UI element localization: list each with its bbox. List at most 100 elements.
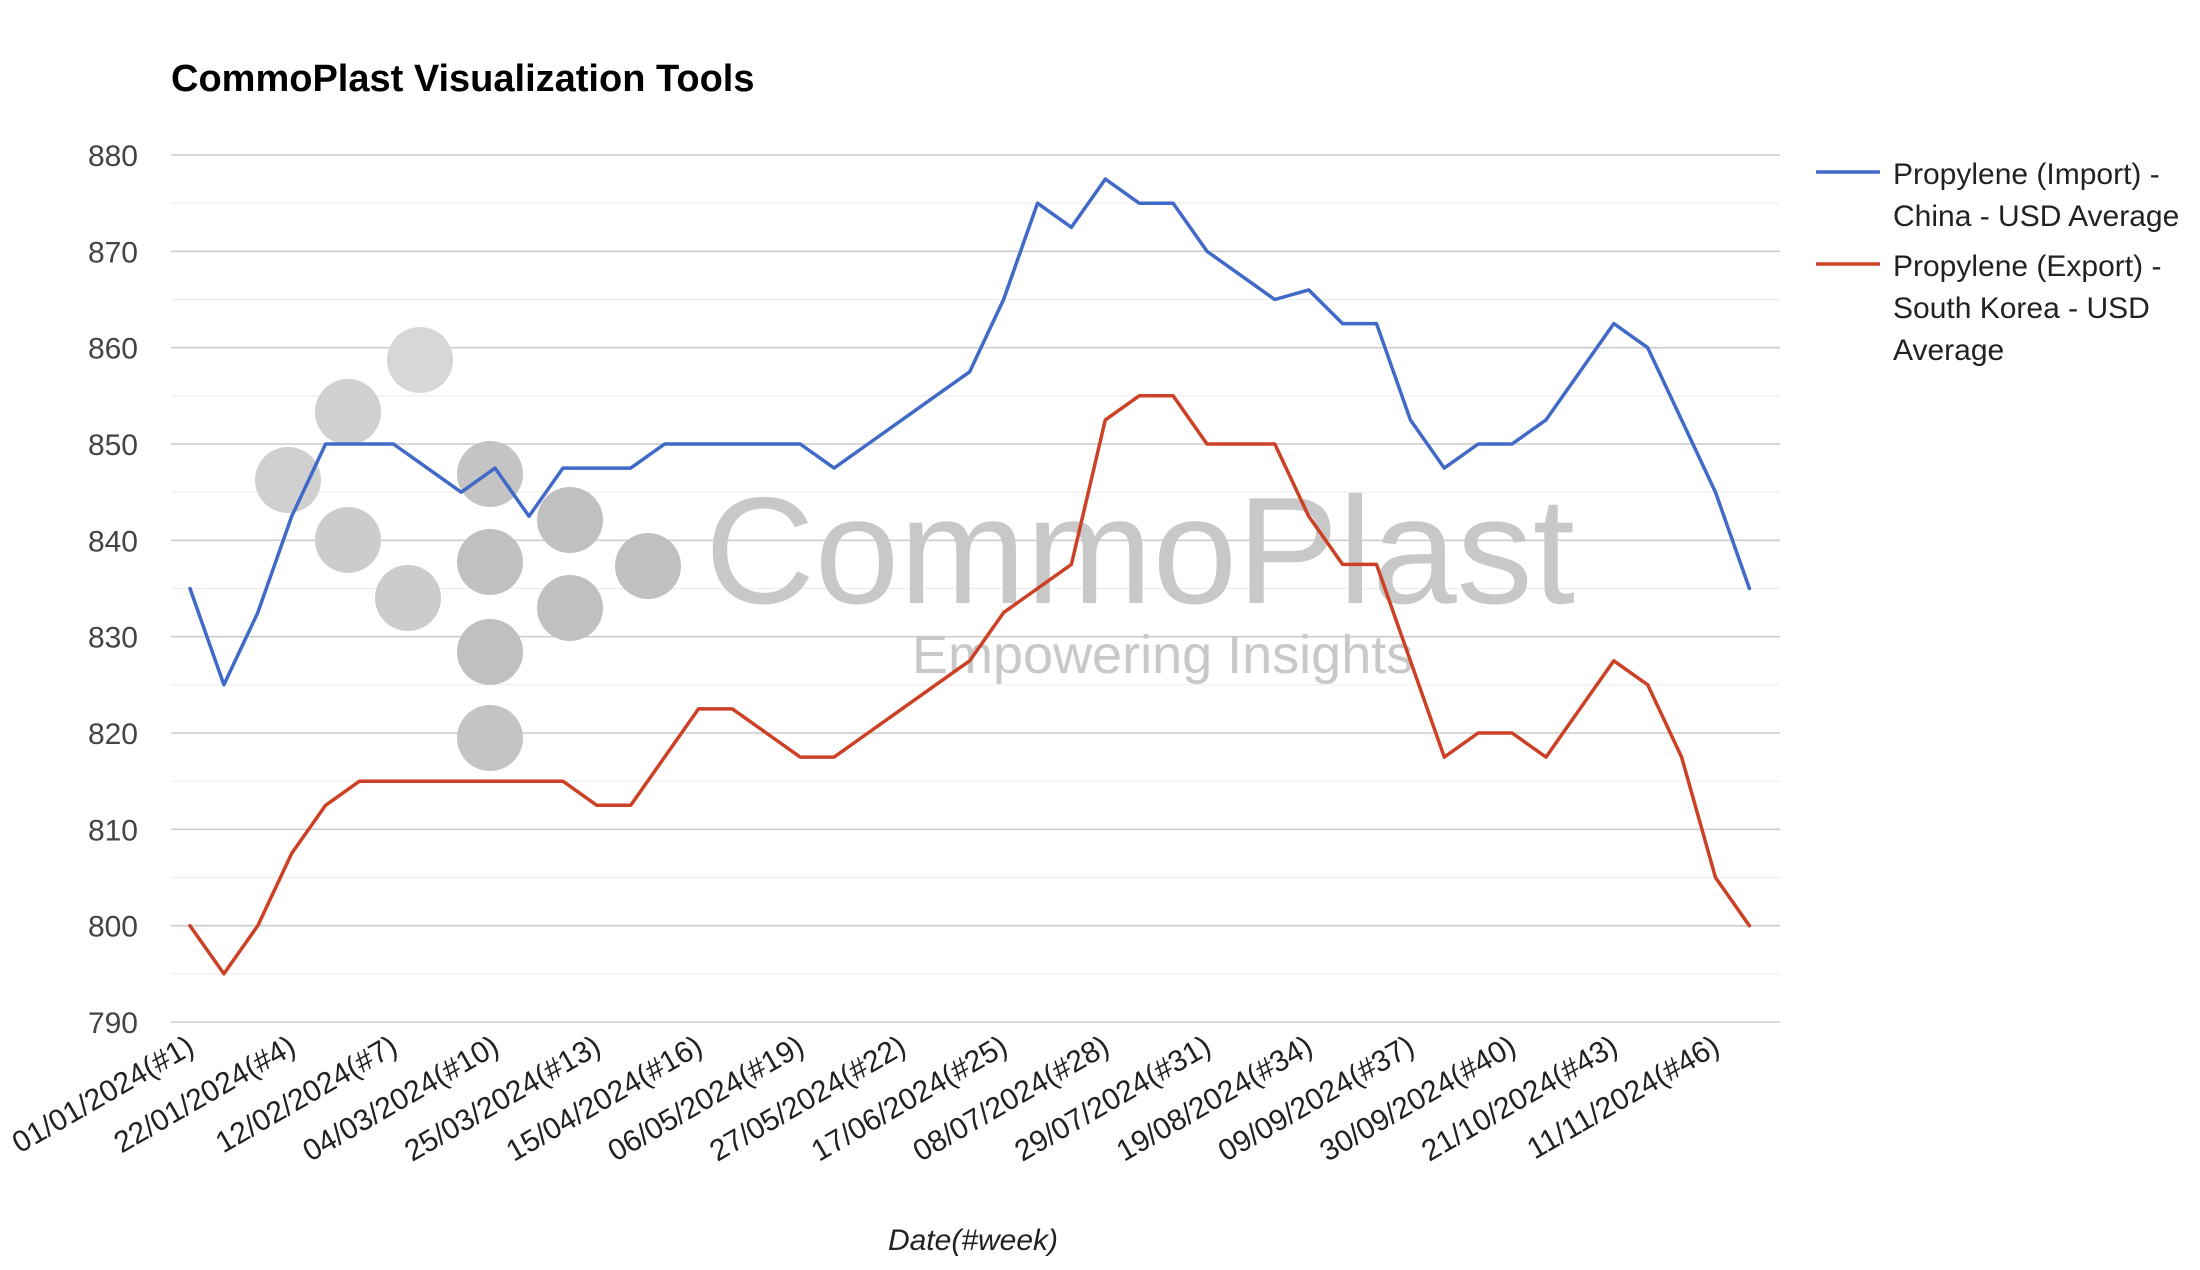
data-point bbox=[1036, 587, 1040, 591]
x-axis-ticks: 01/01/2024(#1)22/01/2024(#4)12/02/2024(#… bbox=[7, 1029, 1725, 1168]
data-point bbox=[188, 924, 192, 928]
series-line-1 bbox=[188, 177, 1752, 687]
data-point bbox=[663, 755, 667, 759]
y-tick-label: 830 bbox=[88, 622, 138, 655]
data-point bbox=[764, 442, 768, 446]
data-point bbox=[1273, 442, 1277, 446]
data-point bbox=[798, 442, 802, 446]
data-point bbox=[1137, 394, 1141, 398]
legend-item-1[interactable]: Propylene (Import) - China - USD Average bbox=[1816, 158, 2179, 233]
data-point bbox=[1341, 562, 1345, 566]
data-point bbox=[1680, 755, 1684, 759]
data-point bbox=[595, 466, 599, 470]
data-point bbox=[1578, 707, 1582, 711]
data-point bbox=[1408, 659, 1412, 663]
data-point bbox=[934, 683, 938, 687]
data-point bbox=[358, 442, 362, 446]
series-lines bbox=[188, 177, 1752, 976]
data-point bbox=[222, 683, 226, 687]
legend-label: Average bbox=[1893, 334, 2004, 367]
data-point bbox=[1408, 418, 1412, 422]
data-point bbox=[1103, 418, 1107, 422]
data-point bbox=[1646, 683, 1650, 687]
legend-label: South Korea - USD bbox=[1893, 292, 2150, 325]
data-point bbox=[968, 659, 972, 663]
data-point bbox=[764, 731, 768, 735]
data-point bbox=[1510, 731, 1514, 735]
data-point bbox=[1544, 755, 1548, 759]
data-point bbox=[459, 490, 463, 494]
data-point bbox=[290, 851, 294, 855]
data-point bbox=[561, 779, 565, 783]
data-point bbox=[900, 418, 904, 422]
data-point bbox=[1069, 225, 1073, 229]
data-point bbox=[1171, 201, 1175, 205]
y-tick-label: 870 bbox=[88, 236, 138, 269]
data-point bbox=[1375, 562, 1379, 566]
legend-label: Propylene (Export) - bbox=[1893, 250, 2161, 283]
legend-item-2[interactable]: Propylene (Export) - South Korea - USD Ave… bbox=[1816, 250, 2161, 367]
data-point bbox=[595, 803, 599, 807]
data-point bbox=[1476, 731, 1480, 735]
data-point bbox=[1544, 418, 1548, 422]
data-point bbox=[1646, 346, 1650, 350]
data-point bbox=[900, 707, 904, 711]
data-point bbox=[1137, 201, 1141, 205]
data-point bbox=[832, 755, 836, 759]
data-point bbox=[1002, 611, 1006, 615]
data-point bbox=[527, 779, 531, 783]
data-point bbox=[1103, 177, 1107, 181]
dot-cluster-logo-icon bbox=[255, 327, 681, 771]
data-point bbox=[391, 442, 395, 446]
data-point bbox=[629, 466, 633, 470]
y-tick-label: 850 bbox=[88, 429, 138, 462]
chart-title: CommoPlast Visualization Tools bbox=[171, 58, 755, 100]
data-point bbox=[629, 803, 633, 807]
y-tick-label: 860 bbox=[88, 333, 138, 366]
data-point bbox=[561, 466, 565, 470]
data-point bbox=[866, 442, 870, 446]
y-axis-ticks: 790 800 810 820 830 840 850 860 870 880 bbox=[88, 140, 138, 1040]
data-point bbox=[663, 442, 667, 446]
data-point bbox=[358, 779, 362, 783]
data-point bbox=[968, 370, 972, 374]
y-tick-label: 810 bbox=[88, 814, 138, 847]
data-point bbox=[730, 707, 734, 711]
data-point bbox=[459, 779, 463, 783]
data-point bbox=[1002, 298, 1006, 302]
data-point bbox=[798, 755, 802, 759]
y-tick-label: 800 bbox=[88, 911, 138, 944]
data-point bbox=[1476, 442, 1480, 446]
series-line-2 bbox=[188, 394, 1752, 976]
data-point bbox=[1680, 418, 1684, 422]
y-tick-label: 790 bbox=[88, 1007, 138, 1040]
data-point bbox=[493, 466, 497, 470]
data-point bbox=[324, 442, 328, 446]
data-point bbox=[697, 707, 701, 711]
data-point bbox=[730, 442, 734, 446]
data-point bbox=[527, 514, 531, 518]
data-point bbox=[1307, 288, 1311, 292]
data-point bbox=[1442, 466, 1446, 470]
data-point bbox=[1273, 298, 1277, 302]
data-point bbox=[1205, 249, 1209, 253]
data-point bbox=[425, 779, 429, 783]
data-point bbox=[1069, 562, 1073, 566]
data-point bbox=[1747, 587, 1751, 591]
legend: Propylene (Import) -China - USD AverageP… bbox=[1816, 158, 2179, 367]
data-point bbox=[1205, 442, 1209, 446]
y-tick-label: 820 bbox=[88, 718, 138, 751]
grid bbox=[171, 154, 1780, 1023]
data-point bbox=[1171, 394, 1175, 398]
data-point bbox=[1714, 876, 1718, 880]
watermark: CommoPlast Empowering Insights bbox=[255, 327, 1575, 771]
legend-label: Propylene (Import) - bbox=[1893, 158, 2160, 191]
data-point bbox=[425, 466, 429, 470]
data-point bbox=[1714, 490, 1718, 494]
data-point bbox=[1578, 370, 1582, 374]
data-point bbox=[1612, 659, 1616, 663]
data-point bbox=[866, 731, 870, 735]
data-point bbox=[256, 611, 260, 615]
watermark-tagline: Empowering Insights bbox=[912, 625, 1413, 685]
